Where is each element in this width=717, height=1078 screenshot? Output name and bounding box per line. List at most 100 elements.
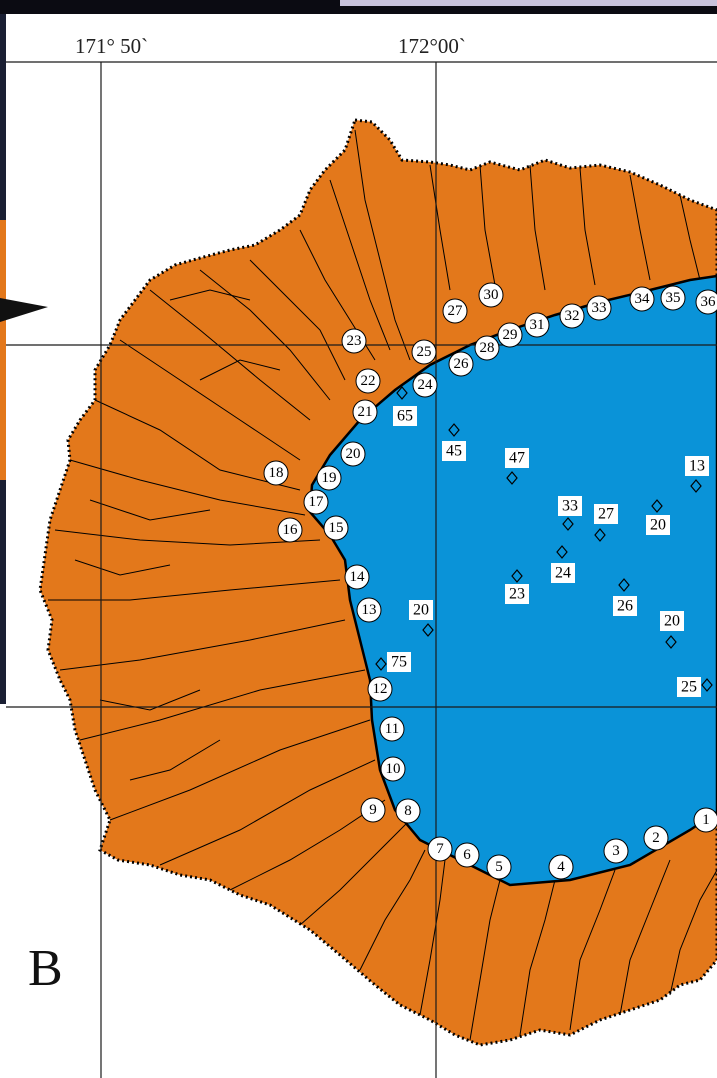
depth-label-box: [387, 652, 411, 672]
shore-point-marker: [660, 285, 686, 311]
depth-label-text: 65: [397, 408, 413, 425]
shore-point-8: 8: [395, 798, 421, 824]
depth-label-box: [677, 677, 701, 697]
sounding-diamond-marker: [375, 657, 387, 671]
depth-label-text: 24: [555, 565, 571, 582]
shore-point-22: 22: [355, 368, 381, 394]
depth-label-text: 33: [562, 498, 578, 515]
shore-point-4: 4: [548, 854, 574, 880]
shore-point-3: 3: [603, 838, 629, 864]
shore-point-label: 35: [666, 290, 681, 306]
shore-point-10: 10: [380, 756, 406, 782]
shore-point-label: 24: [418, 377, 434, 393]
shore-point-19: 19: [316, 465, 342, 491]
depth-sounding-33: 33: [558, 496, 582, 531]
shore-point-label: 9: [369, 802, 377, 818]
sounding-diamond-marker: [511, 569, 523, 583]
shore-point-marker: [497, 322, 523, 348]
left-frame-accent: [0, 220, 6, 480]
depth-label-text: 23: [509, 586, 525, 603]
depth-label-box: [505, 584, 529, 604]
shore-point-32: 32: [559, 303, 585, 329]
shore-point-31: 31: [524, 312, 550, 338]
depth-label-box: [409, 600, 433, 620]
shore-point-6: 6: [454, 842, 480, 868]
depth-sounding-24: 24: [551, 545, 575, 583]
shore-point-label: 21: [358, 404, 373, 420]
shore-point-marker: [478, 282, 504, 308]
sounding-diamond-marker: [562, 517, 574, 531]
depth-label-text: 20: [413, 602, 429, 619]
shore-point-marker: [486, 854, 512, 880]
depth-sounding-47: 47: [505, 448, 529, 485]
shore-point-17: 17: [303, 489, 329, 515]
shore-point-label: 8: [404, 803, 412, 819]
shore-point-marker: [412, 372, 438, 398]
shore-point-marker: [263, 460, 289, 486]
depth-label-box: [646, 515, 670, 535]
top-frame-accent: [340, 0, 717, 6]
shore-point-marker: [323, 515, 349, 541]
shore-point-label: 11: [385, 721, 399, 737]
sounding-diamond-marker: [448, 423, 460, 437]
shore-point-26: 26: [448, 351, 474, 377]
depth-label-box: [551, 563, 575, 583]
shore-point-27: 27: [442, 298, 468, 324]
shore-point-label: 7: [436, 841, 444, 857]
drainage-network: [48, 129, 717, 1041]
depth-sounding-75: 75: [375, 652, 411, 672]
shore-point-marker: [316, 465, 342, 491]
depth-sounding-23: 23: [505, 569, 529, 604]
shore-point-label: 13: [362, 602, 377, 618]
sounding-diamond-marker: [556, 545, 568, 559]
shore-point-23: 23: [341, 328, 367, 354]
shore-point-marker: [344, 564, 370, 590]
shore-point-marker: [367, 676, 393, 702]
shore-point-marker: [442, 298, 468, 324]
shore-point-marker: [341, 328, 367, 354]
shore-point-label: 12: [373, 681, 388, 697]
shore-point-label: 6: [463, 847, 471, 863]
depth-sounding-13: 13: [685, 456, 709, 493]
shore-point-14: 14: [344, 564, 370, 590]
shore-point-marker: [356, 597, 382, 623]
shore-point-label: 33: [592, 300, 607, 316]
shore-point-label: 20: [346, 446, 361, 462]
shore-point-label: 17: [309, 494, 325, 510]
depth-label-box: [685, 456, 709, 476]
depth-sounding-27: 27: [594, 504, 618, 542]
shore-point-label: 27: [448, 303, 464, 319]
shore-point-marker: [277, 517, 303, 543]
depth-label-text: 27: [598, 506, 614, 523]
shore-point-label: 22: [361, 373, 376, 389]
shore-point-label: 30: [484, 287, 499, 303]
depth-sounding-26: 26: [613, 578, 637, 616]
shore-point-label: 32: [565, 308, 580, 324]
depth-label-box: [558, 496, 582, 516]
north-arrow: [0, 298, 48, 322]
shore-point-21: 21: [352, 399, 378, 425]
shore-point-marker: [524, 312, 550, 338]
shore-point-label: 31: [530, 317, 545, 333]
shore-point-marker: [352, 399, 378, 425]
sounding-diamond-marker: [701, 678, 713, 692]
shore-point-marker: [303, 489, 329, 515]
depth-sounding-25: 25: [677, 677, 713, 697]
shore-point-18: 18: [263, 460, 289, 486]
shore-point-marker: [559, 303, 585, 329]
shore-point-25: 25: [411, 339, 437, 365]
depth-label-box: [594, 504, 618, 524]
sounding-diamond-marker: [422, 623, 434, 637]
shore-point-marker: [693, 807, 717, 833]
depth-label-text: 20: [664, 613, 680, 630]
shore-point-marker: [395, 798, 421, 824]
shore-point-marker: [411, 339, 437, 365]
shore-point-marker: [454, 842, 480, 868]
shore-point-label: 16: [283, 522, 299, 538]
shore-point-7: 7: [427, 836, 453, 862]
depth-label-box: [613, 596, 637, 616]
depth-label-text: 25: [681, 679, 697, 696]
depth-label-text: 45: [446, 443, 462, 460]
shore-point-marker: [379, 716, 405, 742]
